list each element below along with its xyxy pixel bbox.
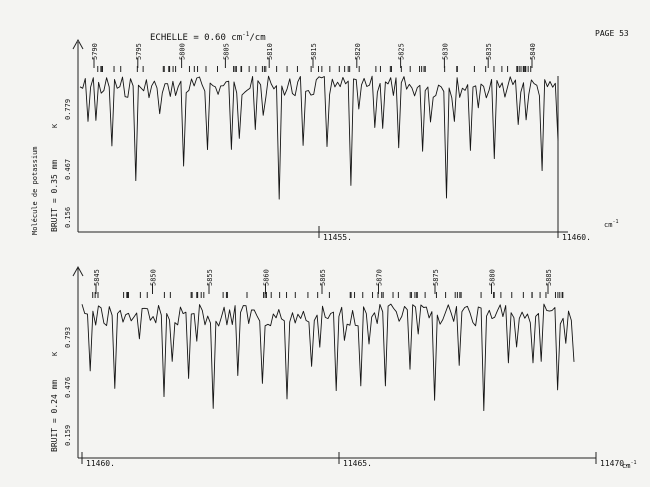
line-number-label: 5830	[441, 43, 449, 60]
spectrum-trace-2	[81, 303, 575, 412]
panel-2-y-arrow	[72, 265, 84, 277]
panel-1-unit: cm-1	[604, 219, 618, 229]
scale-label: ECHELLE = 0.60 cm-1/cm	[150, 31, 266, 43]
line-number-label: 5885	[545, 269, 553, 286]
panel-2-ticks: 11460. 11465. 11470.	[81, 452, 629, 468]
panel-1-trace	[79, 75, 559, 200]
line-number-label: 5875	[432, 269, 440, 286]
line-number-label: 5835	[485, 43, 493, 60]
line-number-label: 5825	[398, 43, 406, 60]
panel-1-ticks: 11455. 11460.	[318, 226, 591, 242]
line-number-label: 5840	[529, 43, 537, 60]
panel-2-line-markers: 5845 5850 5855 5860 5865 5870 5875 5880 5885	[92, 269, 564, 298]
panel-2: 11460. 11465. 11470. 5845 5850 5855 5860 5865 5…	[50, 265, 636, 470]
panel-1-y-label-mid: 0.467	[64, 159, 72, 180]
line-number-label: 5805	[222, 43, 230, 60]
panel-1-y-arrow	[72, 38, 84, 50]
page-number: PAGE 53	[595, 29, 629, 38]
line-number-label: 5865	[319, 269, 327, 286]
line-number-label: 5800	[179, 43, 187, 60]
panel-2-unit: cm-1	[622, 460, 636, 470]
line-number-label: 5820	[354, 43, 362, 60]
spectrum-trace-1	[79, 75, 559, 200]
panel-1-noise-label: BRUIT = 0.35 mm	[50, 160, 59, 232]
panel-2-marker: K	[51, 351, 59, 356]
x-tick-label: 11455.	[323, 233, 352, 242]
line-number-label: 5860	[263, 269, 271, 286]
panel-1-y-label-low: 0.156	[64, 207, 72, 228]
panel-2-y-label-mid: 0.476	[64, 377, 72, 398]
panel-2-y-label-low: 0.159	[64, 425, 72, 446]
line-number-label: 5795	[135, 43, 143, 60]
panel-1-y-label-high: 0.779	[64, 99, 72, 120]
line-number-label: 5845	[93, 269, 101, 286]
line-number-label: 5870	[376, 269, 384, 286]
line-number-label: 5790	[91, 43, 99, 60]
panel-2-noise-label: BRUIT = 0.24 mm	[50, 380, 59, 452]
x-tick-label: 11470.	[600, 459, 629, 468]
panel-1-line-markers: 5790 5795 5800 5805 5810 5815 5820 5825 5830 5835…	[91, 43, 537, 72]
panel-1-marker: K	[51, 123, 59, 128]
x-tick-label: 11460.	[86, 459, 115, 468]
x-tick-label: 11460.	[562, 233, 591, 242]
molecule-label: Molécule de potassium	[31, 146, 39, 235]
panel-2-y-label-high: 0.793	[64, 327, 72, 348]
line-number-label: 5815	[310, 43, 318, 60]
panel-2-trace	[81, 303, 575, 412]
panel-1: 11455. 11460. 5790 5795 5800 5805 5810 5815 582…	[31, 38, 618, 242]
line-number-label: 5810	[266, 43, 274, 60]
line-number-label: 5850	[150, 269, 158, 286]
line-number-label: 5880	[489, 269, 497, 286]
x-tick-label: 11465.	[343, 459, 372, 468]
line-number-label: 5855	[206, 269, 214, 286]
